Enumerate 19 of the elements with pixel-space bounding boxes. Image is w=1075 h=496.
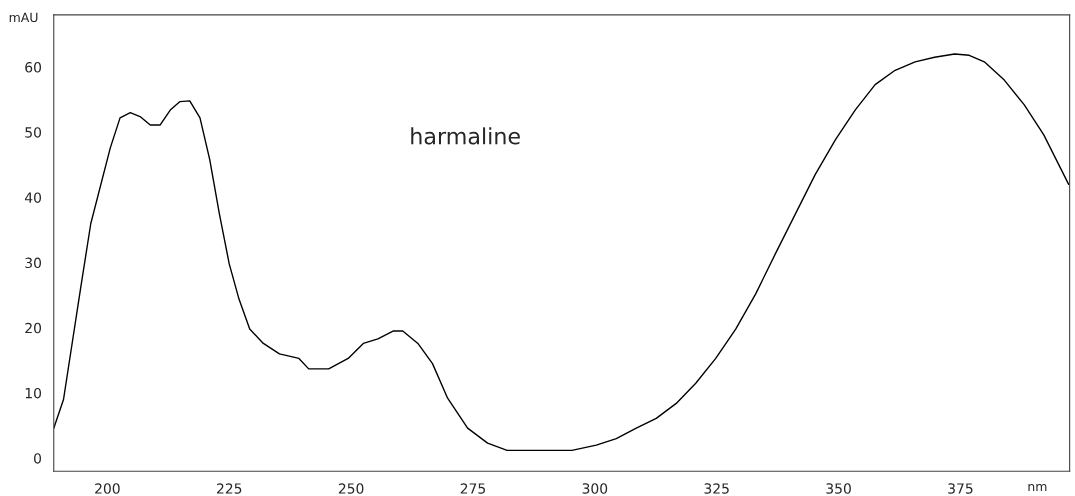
- x-tick-label: 350: [826, 483, 851, 494]
- y-tick-label: 40: [24, 192, 42, 203]
- y-tick-label: 10: [25, 387, 42, 399]
- x-tick-label: 300: [582, 483, 608, 494]
- x-tick-label: 275: [460, 483, 486, 494]
- x-axis-title: nm: [1028, 483, 1047, 491]
- y-tick-label: 60: [25, 62, 42, 73]
- line-series: [53, 53, 1070, 452]
- annotation: harmaline: [411, 127, 520, 145]
- y-tick-label: 50: [25, 127, 42, 138]
- x-tick-label: 325: [704, 483, 729, 494]
- x-tick-label: 250: [338, 483, 364, 494]
- y-tick-label: 20: [25, 322, 42, 334]
- y-axis-title: mAU: [9, 12, 38, 23]
- x-tick-label: 200: [95, 483, 120, 494]
- y-tick-label: 30: [25, 257, 42, 269]
- x-tick-label: 225: [217, 483, 242, 494]
- x-tick-label: 375: [948, 483, 973, 494]
- y-tick-label: 0: [34, 453, 42, 464]
